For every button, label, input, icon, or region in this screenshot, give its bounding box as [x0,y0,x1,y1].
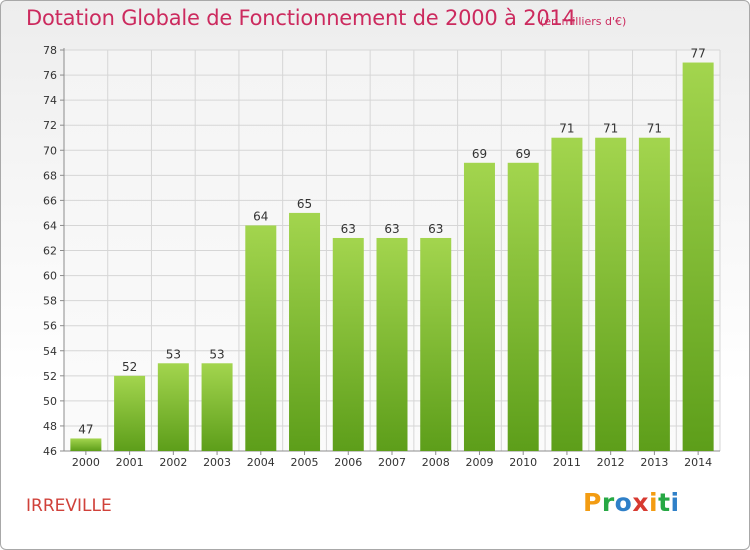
bar [420,237,452,451]
y-tick-label: 74 [43,94,57,107]
x-tick-label: 2007 [378,456,406,469]
bar [70,438,102,451]
y-tick-label: 52 [43,370,57,383]
bar [201,363,233,451]
data-label: 63 [341,222,356,236]
x-tick-label: 2008 [422,456,450,469]
y-tick-label: 56 [43,320,57,333]
x-tick-label: 2012 [597,456,625,469]
x-tick-label: 2010 [509,456,537,469]
data-label: 47 [78,422,93,436]
y-tick-label: 64 [43,219,57,232]
y-tick-label: 66 [43,194,57,207]
y-tick-label: 46 [43,445,57,458]
y-tick-label: 48 [43,420,57,433]
data-label: 77 [690,47,705,61]
data-label: 71 [603,122,618,136]
y-tick-label: 72 [43,119,57,132]
y-tick-label: 70 [43,144,57,157]
x-tick-label: 2009 [465,456,493,469]
y-tick-label: 60 [43,270,57,283]
x-tick-label: 2013 [640,456,668,469]
x-tick-label: 2003 [203,456,231,469]
y-tick-label: 50 [43,395,57,408]
x-tick-label: 2006 [334,456,362,469]
bar [376,237,408,451]
logo-letter: i [649,488,659,517]
chart-title: Dotation Globale de Fonctionnement de 20… [26,6,576,30]
data-label: 71 [559,122,574,136]
bar [332,237,364,451]
y-tick-label: 58 [43,295,57,308]
bar [157,363,189,451]
data-label: 63 [384,222,399,236]
y-tick-label: 78 [43,44,57,57]
y-tick-label: 76 [43,69,57,82]
logo-letter: P [583,488,602,517]
commune-name: IRREVILLE [26,496,112,516]
data-label: 52 [122,360,137,374]
bar [114,375,146,451]
bar [595,137,627,451]
x-tick-label: 2002 [159,456,187,469]
x-tick-label: 2001 [116,456,144,469]
data-label: 63 [428,222,443,236]
logo-letter: x [632,488,649,517]
x-tick-label: 2005 [291,456,319,469]
logo-letter: t [658,488,671,517]
y-tick-label: 68 [43,169,57,182]
data-label: 64 [253,209,268,223]
bar [507,162,539,451]
bar [245,225,277,451]
data-label: 69 [516,147,531,161]
proxiti-logo[interactable]: Proxiti [583,488,680,517]
data-label: 69 [472,147,487,161]
logo-letter: o [614,488,633,517]
bar [682,62,714,451]
data-label: 71 [647,122,662,136]
logo-letter: r [601,488,615,517]
x-tick-label: 2004 [247,456,275,469]
bar [551,137,583,451]
x-tick-label: 2011 [553,456,581,469]
data-label: 53 [166,347,181,361]
y-tick-label: 62 [43,245,57,258]
chart-subtitle: (en milliers d'€) [540,15,627,28]
logo-letter: i [670,488,680,517]
bar [463,162,495,451]
x-tick-label: 2000 [72,456,100,469]
bar [638,137,670,451]
y-tick-label: 54 [43,345,57,358]
data-label: 53 [209,347,224,361]
x-tick-label: 2014 [684,456,712,469]
data-label: 65 [297,197,312,211]
bar [289,212,321,451]
